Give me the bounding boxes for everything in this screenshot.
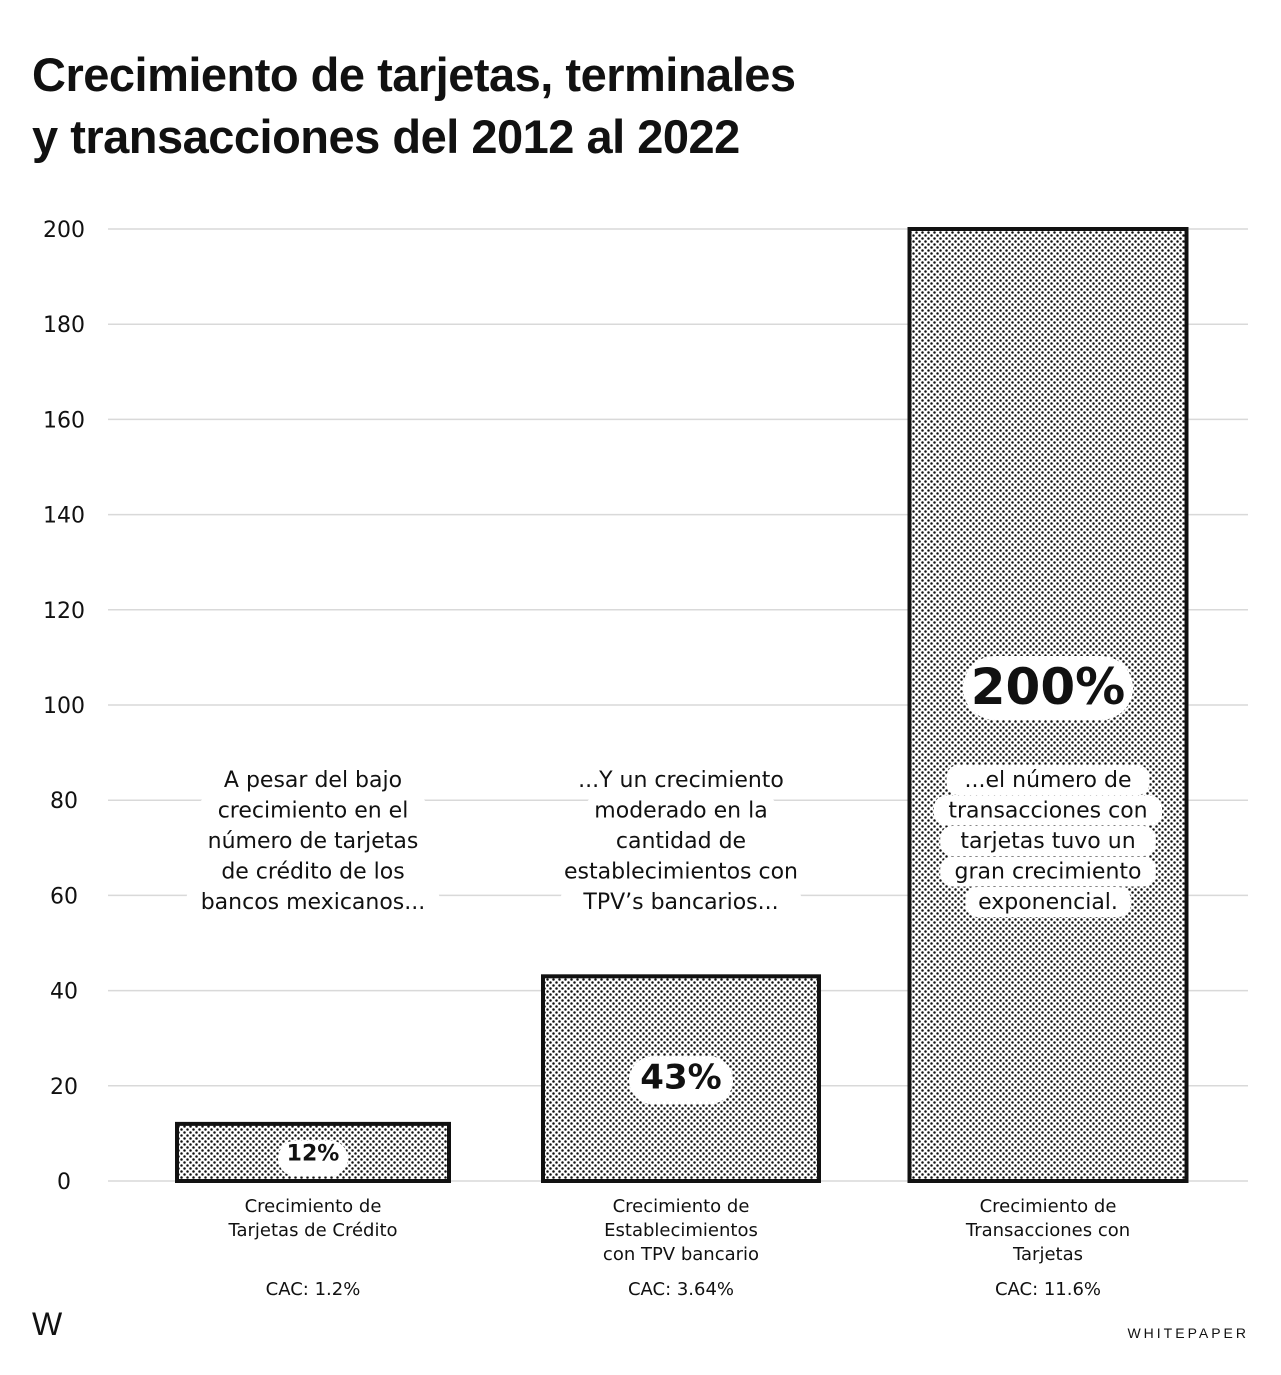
chart-title-line-1: Crecimiento de tarjetas, terminales — [32, 48, 796, 101]
y-tick-label: 40 — [50, 980, 78, 1005]
annotation-line: ...Y un crecimiento — [578, 768, 784, 793]
y-axis-ticks: 0 20 40 60 80 100 120 140 160 180 200 — [43, 218, 85, 1195]
annotation-background — [198, 856, 428, 887]
annotation-background — [604, 826, 758, 856]
annotation-background — [205, 765, 421, 795]
annotation-line: número de tarjetas — [208, 829, 419, 854]
x-category-label: Transacciones con — [965, 1220, 1130, 1241]
y-tick-label: 120 — [43, 599, 85, 624]
annotation-line: TPV’s bancarios... — [582, 890, 778, 915]
annotation-background — [940, 826, 1156, 856]
annotation-background — [554, 765, 808, 795]
annotation-background — [548, 856, 814, 887]
annotation-line: A pesar del bajo — [224, 768, 402, 793]
annotation-line: tarjetas tuvo un — [960, 829, 1135, 854]
annotation-background — [933, 795, 1163, 826]
annotation-background — [186, 887, 440, 917]
cac-label: CAC: 11.6% — [995, 1279, 1101, 1300]
chart-title: Crecimiento de tarjetas, terminales y tr… — [32, 44, 1032, 168]
y-tick-label: 80 — [50, 789, 78, 814]
annotation-background — [198, 795, 428, 826]
x-category-label: Crecimiento de — [980, 1196, 1117, 1217]
x-category-label: con TPV bancario — [603, 1244, 759, 1265]
annotation-background — [946, 765, 1150, 795]
x-axis-categories: Crecimiento de Tarjetas de Crédito CAC: 1.… — [227, 1196, 1130, 1300]
y-tick-label: 100 — [43, 694, 85, 719]
data-label-background — [278, 1140, 348, 1177]
data-label-background — [629, 1056, 733, 1105]
annotation-background — [560, 887, 802, 917]
annotation-line: bancos mexicanos... — [201, 890, 426, 915]
data-label: 43% — [640, 1057, 721, 1097]
cac-label: CAC: 3.64% — [628, 1279, 734, 1300]
brand-name: WHITEPAPER — [1127, 1325, 1249, 1341]
annotation-background — [940, 856, 1156, 887]
annotation-line: transacciones con — [948, 799, 1147, 824]
x-category-label: Establecimientos — [604, 1220, 758, 1241]
annotation-line: cantidad de — [616, 829, 746, 854]
annotation-line: ...el número de — [965, 768, 1132, 793]
y-tick-label: 60 — [50, 884, 78, 909]
y-tick-label: 0 — [57, 1170, 71, 1195]
y-tick-label: 140 — [43, 504, 85, 529]
data-label: 200% — [971, 658, 1125, 716]
y-tick-label: 20 — [50, 1075, 78, 1100]
x-category-label: Crecimiento de — [613, 1196, 750, 1217]
data-label: 12% — [287, 1141, 340, 1166]
whitepaper-logo: W — [32, 1306, 63, 1342]
annotation-background — [965, 887, 1131, 917]
x-category-label: Tarjetas — [1012, 1244, 1083, 1265]
annotation-line: moderado en la — [594, 799, 767, 824]
chart-title-line-2: y transacciones del 2012 al 2022 — [32, 110, 740, 163]
y-tick-label: 160 — [43, 408, 85, 433]
y-tick-label: 200 — [43, 218, 85, 243]
data-label-background — [963, 655, 1133, 720]
data-labels: 12% 43% 200% — [278, 655, 1133, 1177]
y-tick-label: 180 — [43, 313, 85, 338]
annotation-background — [192, 826, 434, 856]
annotation-background — [585, 795, 777, 826]
x-category-label: Tarjetas de Crédito — [227, 1220, 397, 1241]
cac-label: CAC: 1.2% — [266, 1279, 361, 1300]
annotation-line: exponencial. — [978, 890, 1118, 915]
x-category-label: Crecimiento de — [245, 1196, 382, 1217]
annotation-line: de crédito de los — [221, 860, 404, 885]
annotation-line: crecimiento en el — [218, 799, 409, 824]
annotations: A pesar del bajo crecimiento en el número … — [186, 765, 1163, 917]
annotation-line: gran crecimiento — [955, 860, 1142, 885]
annotation-line: establecimientos con — [564, 860, 798, 885]
